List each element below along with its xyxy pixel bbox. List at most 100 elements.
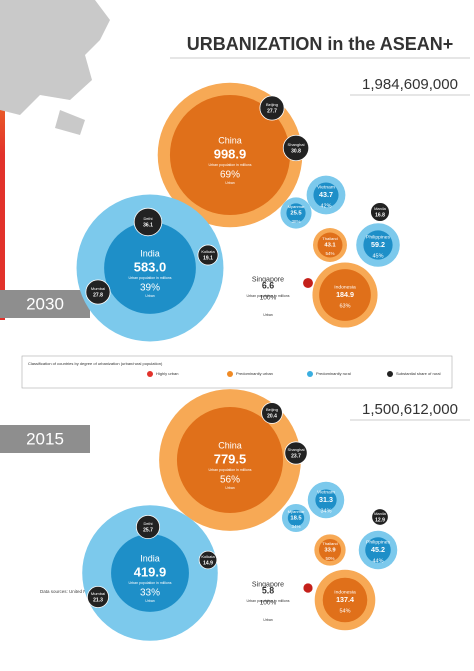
legend-swatch — [227, 371, 233, 377]
city — [198, 550, 218, 570]
country-name: Vietnam — [317, 490, 335, 496]
city — [282, 134, 310, 162]
urban-label: Urban — [145, 294, 155, 298]
unit-label: Urban population in millions — [129, 581, 172, 585]
city — [370, 202, 390, 222]
city — [197, 244, 219, 266]
urban-label: Urban — [225, 486, 235, 490]
country-pct: 39% — [140, 283, 160, 294]
city-value: 27.7 — [267, 108, 277, 114]
city-value: 30.8 — [291, 148, 301, 154]
city-name: Manila — [374, 206, 387, 211]
city — [86, 585, 110, 609]
urban-label: Urban — [225, 181, 235, 185]
country-pct: 69% — [220, 170, 240, 181]
city-value: 36.1 — [143, 222, 153, 228]
country-pct: 44% — [372, 558, 383, 564]
city-name: Beijing — [266, 102, 278, 107]
year-box — [0, 290, 90, 318]
country-name: Philippines — [366, 235, 390, 241]
country-pct: 50% — [325, 556, 334, 561]
country-name: Indonesia — [334, 590, 356, 596]
city-name: Shanghai — [288, 447, 305, 452]
country-name: China — [218, 440, 242, 450]
country-urban — [104, 222, 196, 314]
country-urban — [286, 203, 306, 223]
country-urban — [303, 583, 313, 593]
legend-swatch — [387, 371, 393, 377]
city — [371, 508, 389, 526]
country-name: Thailand — [322, 236, 338, 241]
city-value: 23.7 — [291, 453, 301, 459]
country-value: 45.2 — [371, 546, 385, 554]
country-name: Thailand — [322, 541, 338, 546]
city — [85, 279, 111, 305]
city-name: Manila — [374, 511, 387, 516]
edge-bar — [0, 20, 5, 320]
country-value: 184.9 — [336, 291, 354, 299]
country-name: Singapore — [252, 582, 284, 589]
city-value: 12.9 — [375, 517, 385, 523]
country-urban — [317, 232, 343, 258]
legend-label: Substantial share of rural — [396, 371, 441, 376]
city-value: 27.8 — [93, 292, 103, 298]
country-urban — [319, 269, 371, 321]
city-name: Shanghai — [288, 142, 305, 147]
city-name: Delhi — [143, 216, 152, 221]
country-urban — [315, 489, 337, 511]
country-name: Vietnam — [317, 185, 335, 191]
country-pct: 34% — [291, 524, 300, 529]
country-pct: 63% — [339, 303, 350, 309]
country-value: 583.0 — [134, 259, 167, 274]
country-name: China — [218, 135, 242, 145]
country-value: 6.6 — [262, 280, 274, 290]
country-pct: 54% — [325, 251, 334, 256]
city-value: 25.7 — [143, 527, 153, 533]
country-urban — [318, 538, 342, 562]
country-pct: 100% — [260, 295, 277, 302]
legend: Highly urban Predominantly urban Predomina… — [147, 371, 441, 377]
urban-label: Urban — [263, 618, 273, 622]
country-value: 419.9 — [134, 564, 167, 579]
unit-label: Urban population in millions — [247, 599, 290, 603]
country-urban — [176, 406, 284, 514]
country-name: India — [140, 553, 160, 563]
country-urban — [363, 230, 393, 260]
city — [135, 514, 161, 540]
country-pct: 38% — [291, 219, 300, 224]
city-value: 14.9 — [203, 560, 213, 566]
total: 1,500,612,000 — [362, 401, 458, 418]
country-name: Myanmar — [288, 509, 306, 514]
city-name: Kolkata — [201, 249, 215, 254]
city-value: 16.8 — [375, 212, 385, 218]
country-pct: 33% — [140, 588, 160, 599]
city — [261, 402, 283, 424]
country-value: 25.5 — [290, 211, 302, 217]
city — [133, 207, 163, 237]
legend-swatch — [147, 371, 153, 377]
city — [284, 441, 308, 465]
country-value: 31.3 — [319, 496, 333, 504]
country-name: Singapore — [252, 277, 284, 284]
country-pct: 54% — [339, 608, 350, 614]
year: 2030 — [26, 294, 64, 313]
city-value: 19.1 — [203, 255, 213, 261]
legend-swatch — [307, 371, 313, 377]
country-urban — [169, 94, 291, 216]
city-value: 20.4 — [267, 413, 277, 419]
title: URBANIZATION in the ASEAN+ — [187, 34, 454, 54]
city — [259, 95, 285, 121]
legend-label: Highly urban — [156, 371, 178, 376]
city-name: Beijing — [266, 407, 278, 412]
country-pct: 42% — [320, 203, 331, 209]
country-name: Philippines — [366, 540, 390, 546]
country-value: 43.7 — [319, 191, 333, 199]
country-value: 998.9 — [214, 146, 247, 161]
country-value: 5.8 — [262, 585, 274, 595]
country-urban — [303, 278, 313, 288]
country-value: 18.5 — [290, 516, 302, 522]
city-name: Mumbai — [91, 286, 105, 291]
country-value: 137.4 — [336, 596, 354, 604]
urban-label: Urban — [263, 313, 273, 317]
